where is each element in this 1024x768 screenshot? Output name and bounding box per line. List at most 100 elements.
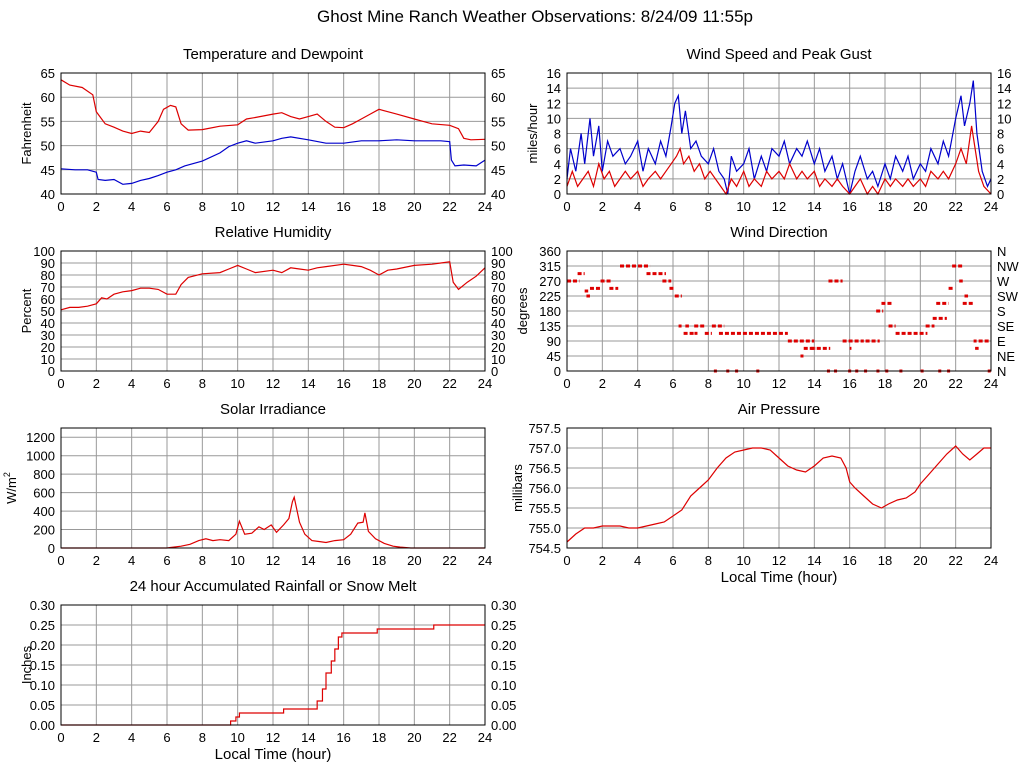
wind-ytick-label: 10 [547,111,561,126]
dir-ytick-label: 360 [539,244,561,259]
dir-xtick-label: 22 [948,376,962,391]
rain-right-tick-label: 0.10 [491,678,516,693]
solar-xtick-label: 10 [230,553,244,568]
temp-right-tick-label: 40 [491,187,505,202]
rh-ytick-label: 100 [33,244,55,259]
wind-xtick-label: 12 [772,199,786,214]
rain-xtick-label: 0 [57,730,64,745]
solar-xtick-label: 14 [301,553,315,568]
rh-right-tick-label: 60 [491,292,505,307]
wind-xtick-label: 8 [705,199,712,214]
temp-xtick-label: 22 [442,199,456,214]
solar-ytick-label: 200 [33,523,55,538]
rh-ytick-label: 80 [41,268,55,283]
dir-ytick-label: 135 [539,319,561,334]
press-xtick-label: 6 [669,553,676,568]
dir-ytick-label: 315 [539,259,561,274]
wind-frame [566,72,992,195]
solar-title: Solar Irradiance [220,401,326,418]
solar-series-1-line [61,495,485,549]
rh-right-tick-label: 10 [491,352,505,367]
wind-xtick-label: 4 [634,199,641,214]
rh-ylabel: Percent [19,288,34,333]
solar-xtick-label: 16 [336,553,350,568]
temp-right-tick-label: 60 [491,90,505,105]
temp-xtick-label: 8 [199,199,206,214]
rh-ytick-label: 40 [41,316,55,331]
solar-ytick-label: 800 [33,467,55,482]
rain-xtick-label: 8 [199,730,206,745]
dir-right-tick-label: N [997,244,1006,259]
temp-xtick-label: 4 [128,199,135,214]
rh-xtick-label: 16 [336,376,350,391]
rh-ytick-label: 0 [48,364,55,379]
rain-right-tick-label: 0.25 [491,618,516,633]
rain-title: 24 hour Accumulated Rainfall or Snow Mel… [130,578,418,595]
rh-xtick-label: 4 [128,376,135,391]
dir-ytick-label: 0 [554,364,561,379]
wind-ytick-label: 14 [547,81,561,96]
rain-right-tick-label: 0.15 [491,658,516,673]
solar-ytick-label: 1000 [26,449,55,464]
rain-xtick-label: 10 [230,730,244,745]
rain-xtick-label: 16 [336,730,350,745]
dir-ylabel-text: degrees [515,287,530,334]
press-frame [566,427,992,549]
solar-xtick-label: 24 [478,553,492,568]
rain-ytick-label: 0.10 [30,678,55,693]
rh-xtick-label: 14 [301,376,315,391]
rain-right-tick-label: 0.00 [491,718,516,733]
dir-xtick-label: 0 [563,376,570,391]
dir-xtick-label: 4 [634,376,641,391]
solar-ytick-label: 1200 [26,430,55,445]
page-title: Ghost Mine Ranch Weather Observations: 8… [317,7,753,26]
rh-xtick-label: 24 [478,376,492,391]
wind-ytick-label: 4 [554,157,561,172]
rh-ylabel-text: Percent [19,288,34,333]
solar-ytick-label: 600 [33,486,55,501]
press-xtick-label: 2 [599,553,606,568]
rain-xtick-label: 22 [442,730,456,745]
wind-right-tick-label: 0 [997,187,1004,202]
temp-ytick-label: 40 [41,187,55,202]
press-xtick-label: 14 [807,553,821,568]
solar-xtick-label: 8 [199,553,206,568]
solar-xtick-label: 6 [163,553,170,568]
solar-ylabel-text: W/m [4,477,19,504]
temp-xtick-label: 10 [230,199,244,214]
rain-right-tick-label: 0.05 [491,698,516,713]
dir-title: Wind Direction [730,224,828,241]
dir-series-2-point [694,331,698,335]
rh-xtick-label: 22 [442,376,456,391]
rain-ytick-label: 0.00 [30,718,55,733]
dir-xtick-label: 6 [669,376,676,391]
wind-title: Wind Speed and Peak Gust [686,46,872,63]
solar-xtick-label: 2 [93,553,100,568]
dir-ytick-label: 225 [539,289,561,304]
press-series-1-line [566,445,991,543]
wind-right-tick-label: 8 [997,127,1004,142]
wind-xtick-label: 16 [842,199,856,214]
rh-series-1-line [60,261,486,311]
press-xtick-label: 8 [705,553,712,568]
press-ytick-label: 755.0 [528,521,561,536]
rh-xtick-label: 10 [230,376,244,391]
wind-ylabel: miles/hour [525,103,540,164]
wind-ylabel-text: miles/hour [525,103,540,164]
press-xtick-label: 12 [772,553,786,568]
wind-xtick-label: 18 [878,199,892,214]
rh-ytick-label: 50 [41,304,55,319]
solar-xtick-label: 20 [407,553,421,568]
temp-ytick-label: 55 [41,114,55,129]
dir-frame [566,250,992,372]
press-xtick-label: 16 [842,553,856,568]
dir-right-tick-label: NE [997,349,1015,364]
rh-right-tick-label: 70 [491,280,505,295]
dir-xtick-label: 12 [772,376,786,391]
dir-series-2-point [678,324,682,328]
rh-xtick-label: 0 [57,376,64,391]
